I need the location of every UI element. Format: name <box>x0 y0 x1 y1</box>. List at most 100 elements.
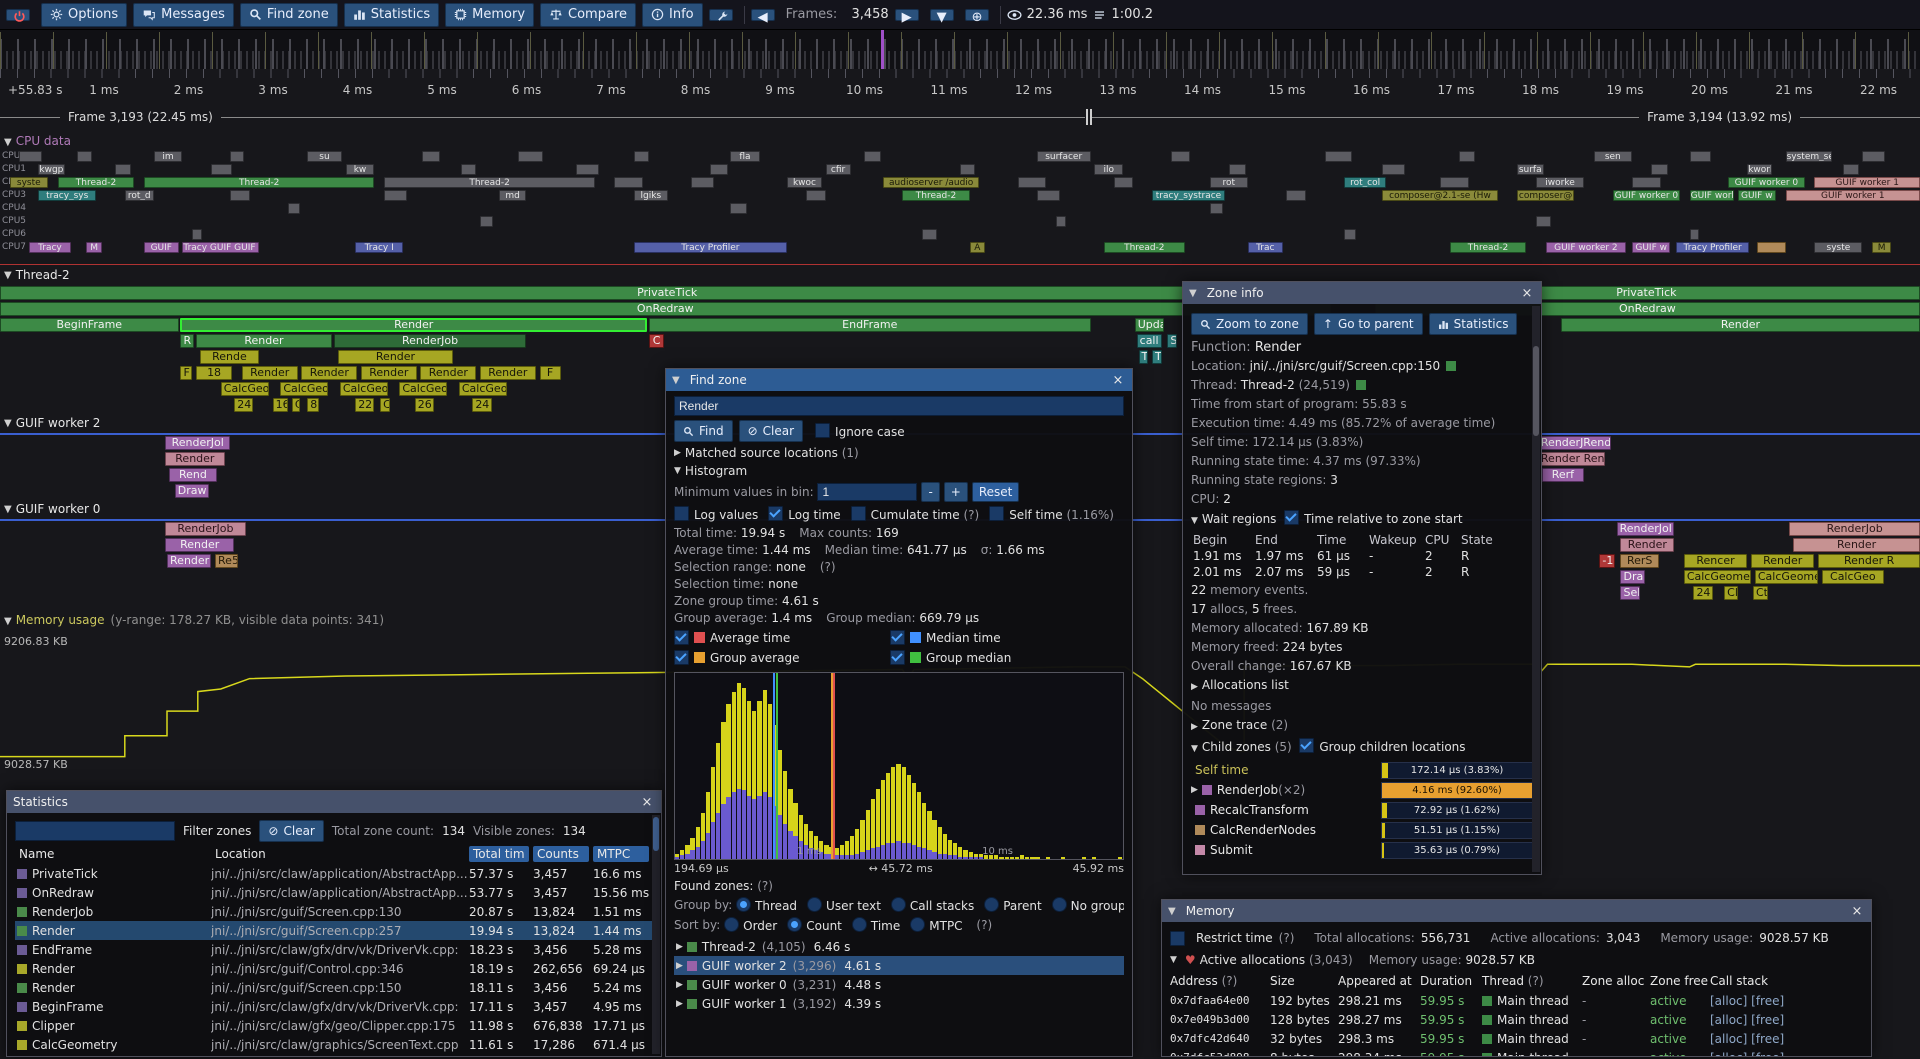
legend-item[interactable]: Group average <box>674 650 890 665</box>
radio-icon[interactable] <box>736 897 752 912</box>
cpu-segment[interactable]: M <box>86 242 102 253</box>
cpu-segment[interactable] <box>422 151 440 162</box>
statistics-titlebar[interactable]: Statistics × <box>7 791 661 813</box>
cpu-segment[interactable]: Thread-2 <box>902 190 970 201</box>
timeline-zone[interactable]: Render <box>165 538 235 552</box>
column-header[interactable]: Zone free <box>1650 974 1709 988</box>
timeline-zone[interactable]: Render <box>167 554 212 568</box>
column-header[interactable]: Thread (?) <box>1482 974 1544 988</box>
cpu-segment[interactable] <box>192 229 202 240</box>
cpu-segment[interactable] <box>1382 164 1406 175</box>
self-time-checkbox[interactable] <box>989 506 1005 521</box>
group-by-option[interactable]: Thread <box>736 897 797 913</box>
timeline-zone[interactable]: Rend <box>168 468 217 482</box>
timeline-zone[interactable]: R <box>180 334 194 348</box>
table-row[interactable]: EndFrame jni/../jni/src/claw/gfx/drv/vk/D… <box>15 940 653 959</box>
frame-span[interactable]: Frame 3,193 (22.45 ms) <box>0 108 1085 126</box>
table-row[interactable]: Render jni/../jni/src/guif/Screen.cpp:257… <box>15 921 653 940</box>
cpu-segment[interactable]: su <box>307 151 342 162</box>
radio-icon[interactable] <box>1051 897 1067 912</box>
column-header[interactable]: Appeared at <box>1338 974 1412 988</box>
zoom-to-zone-button[interactable]: Zoom to zone <box>1191 313 1308 335</box>
zone-trace-header[interactable]: ▶ Zone trace (2) <box>1191 718 1289 732</box>
timeline-zone[interactable]: T5 <box>1138 350 1149 364</box>
cpu-segment[interactable]: kw <box>345 164 375 175</box>
relative-time-checkbox[interactable] <box>1284 510 1300 525</box>
timeline-zone[interactable]: Sel <box>1620 586 1640 600</box>
cpu-segment[interactable]: GUIF worker 2 <box>1545 242 1627 253</box>
cpu-segment[interactable] <box>1689 151 1711 162</box>
close-icon[interactable]: × <box>1112 372 1124 388</box>
cpu-segment[interactable] <box>1113 177 1133 188</box>
timeline-zone[interactable]: Render <box>480 366 536 380</box>
find-button[interactable]: Find <box>674 420 733 442</box>
cpu-segment[interactable]: iworke <box>1536 177 1584 188</box>
next-frame-button[interactable]: ▶ <box>894 8 919 25</box>
cpu-segment[interactable] <box>1843 164 1859 175</box>
info-button[interactable]: Info <box>642 2 703 27</box>
histogram-section-header[interactable]: ▼ Histogram <box>674 464 748 478</box>
go-to-parent-button[interactable]: ↑ Go to parent <box>1313 313 1423 335</box>
group-by-option[interactable]: Call stacks <box>890 897 974 913</box>
cpu-segment[interactable]: kwgpr <box>38 164 66 175</box>
column-header[interactable]: MTPC <box>593 846 649 862</box>
frame-overview-strip[interactable] <box>0 30 1920 70</box>
radio-icon[interactable] <box>851 917 867 932</box>
cpu-segment[interactable] <box>518 151 544 162</box>
cumulate-time-checkbox[interactable] <box>850 506 866 521</box>
column-header[interactable]: Wakeup <box>1369 533 1417 547</box>
legend-checkbox[interactable] <box>890 650 905 665</box>
legend-checkbox[interactable] <box>674 630 689 645</box>
column-header[interactable]: Location <box>215 847 266 861</box>
log-time-checkbox[interactable] <box>768 506 784 521</box>
child-zones-header[interactable]: ▼ Child zones (5) Group children location… <box>1191 738 1466 754</box>
allocation-row[interactable]: 0x7dfc42d640 32 bytes 298.3 ms 59.95 s Main … <box>1170 1029 1863 1048</box>
cpu-segment[interactable]: md <box>499 190 527 201</box>
table-row[interactable]: RenderJob jni/../jni/src/guif/Screen.cpp:… <box>15 902 653 921</box>
timeline-zone[interactable]: Render <box>420 366 477 380</box>
timeline-zone[interactable]: EndFrame <box>648 318 1091 332</box>
close-icon[interactable]: × <box>1851 903 1863 919</box>
options-button[interactable]: Options <box>41 2 128 27</box>
cpu-segment[interactable]: Tracy GUIF GUIF wor <box>182 242 260 253</box>
group-by-option[interactable]: No grouping <box>1051 897 1124 913</box>
cpu-segment[interactable] <box>806 190 826 201</box>
radio-icon[interactable] <box>724 917 740 932</box>
timeline-zone[interactable]: CalcGeo <box>1822 570 1884 584</box>
cpu-segment[interactable]: audioserver /audio <box>883 177 980 188</box>
radio-icon[interactable] <box>807 897 823 912</box>
cpu-segment[interactable] <box>1862 151 1886 162</box>
timeline-zone[interactable]: OnRedraw <box>0 302 1331 316</box>
cpu-segment[interactable]: GUIF <box>144 242 179 253</box>
timeline-zone[interactable]: Render <box>360 366 417 380</box>
cpu-segment[interactable]: Thread-2 <box>144 177 375 188</box>
radio-icon[interactable] <box>787 917 803 932</box>
bin-increment-button[interactable]: + <box>943 482 968 502</box>
table-row[interactable]: PrivateTick jni/../jni/src/claw/applicati… <box>15 864 653 883</box>
timeline-zone[interactable]: -17 <box>1599 554 1615 568</box>
table-row[interactable]: BeginFrame jni/../jni/src/claw/gfx/drv/vk… <box>15 997 653 1016</box>
cpu-segment[interactable]: surfa <box>1516 164 1544 175</box>
cpu-segment[interactable] <box>480 216 494 227</box>
timeline-zone[interactable]: 26 <box>414 398 434 412</box>
find-zone-button[interactable]: Find zone <box>239 2 338 27</box>
matched-source-locations[interactable]: ▶ Matched source locations (1) <box>674 446 859 460</box>
scrollbar-thumb[interactable] <box>653 817 659 851</box>
find-zone-search-input[interactable] <box>674 396 1124 416</box>
timeline-zone[interactable]: RenderJob <box>165 522 246 536</box>
min-bin-input[interactable] <box>817 483 918 501</box>
thread-header[interactable]: ▼ Thread-2 <box>0 265 1920 285</box>
cpu-segment[interactable] <box>1651 164 1669 175</box>
found-zone-row[interactable]: ▶ GUIF worker 2 (3,296) 4.61 s <box>674 956 1124 975</box>
reset-button[interactable]: Reset <box>971 482 1020 502</box>
timeline-zone[interactable]: CalcGeor <box>280 382 329 396</box>
timeline-zone[interactable]: Rencer <box>1683 554 1748 568</box>
cpu-segment[interactable]: GUIF work <box>1689 190 1734 201</box>
column-header[interactable]: Counts <box>533 846 589 862</box>
column-header[interactable]: Total tim <box>469 846 529 862</box>
group-by-option[interactable]: Parent <box>984 897 1042 913</box>
timeline-zone[interactable]: Update <box>1134 318 1164 332</box>
timeline-zone[interactable]: Ct <box>1752 586 1769 600</box>
child-zone-row[interactable]: Submit 35.63 µs (0.79%) <box>1191 840 1533 860</box>
alloc-callstack-button[interactable]: [alloc] <box>1710 1012 1752 1027</box>
